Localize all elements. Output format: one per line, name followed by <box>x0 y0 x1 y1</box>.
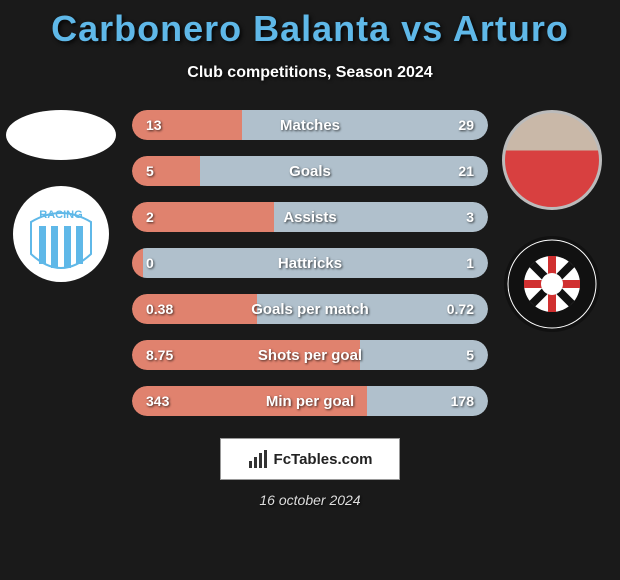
right-player-column <box>502 110 602 334</box>
stat-label: Shots per goal <box>132 340 488 370</box>
stat-label: Assists <box>132 202 488 232</box>
right-club-badge <box>502 234 602 334</box>
stat-row: 8.75 Shots per goal 5 <box>132 340 488 370</box>
left-club-badge: RACING <box>11 184 111 284</box>
right-player-avatar <box>502 110 602 210</box>
stat-row: 5 Goals 21 <box>132 156 488 186</box>
stat-right-value: 29 <box>458 110 474 140</box>
stat-label: Min per goal <box>132 386 488 416</box>
comparison-panel: RACING 13 Match <box>0 110 620 416</box>
stat-label: Goals <box>132 156 488 186</box>
subtitle: Club competitions, Season 2024 <box>0 64 620 82</box>
stat-right-value: 0.72 <box>447 294 474 324</box>
stat-label: Hattricks <box>132 248 488 278</box>
stat-row: 13 Matches 29 <box>132 110 488 140</box>
stat-label: Goals per match <box>132 294 488 324</box>
stat-right-value: 178 <box>451 386 474 416</box>
left-player-column: RACING <box>6 110 116 284</box>
brand-text: FcTables.com <box>274 451 373 468</box>
left-player-avatar <box>6 110 116 160</box>
stat-bars: 13 Matches 29 5 Goals 21 2 Assists 3 0 H… <box>132 110 488 416</box>
stat-row: 2 Assists 3 <box>132 202 488 232</box>
stat-row: 0 Hattricks 1 <box>132 248 488 278</box>
brand-logo: FcTables.com <box>220 438 400 480</box>
page-title: Carbonero Balanta vs Arturo <box>0 0 620 50</box>
stat-right-value: 1 <box>466 248 474 278</box>
footer-date: 16 october 2024 <box>0 492 620 508</box>
stat-label: Matches <box>132 110 488 140</box>
stat-right-value: 3 <box>466 202 474 232</box>
stat-right-value: 5 <box>466 340 474 370</box>
stat-row: 0.38 Goals per match 0.72 <box>132 294 488 324</box>
chart-icon <box>248 449 268 469</box>
svg-text:RACING: RACING <box>39 209 82 221</box>
stat-row: 343 Min per goal 178 <box>132 386 488 416</box>
stat-right-value: 21 <box>458 156 474 186</box>
